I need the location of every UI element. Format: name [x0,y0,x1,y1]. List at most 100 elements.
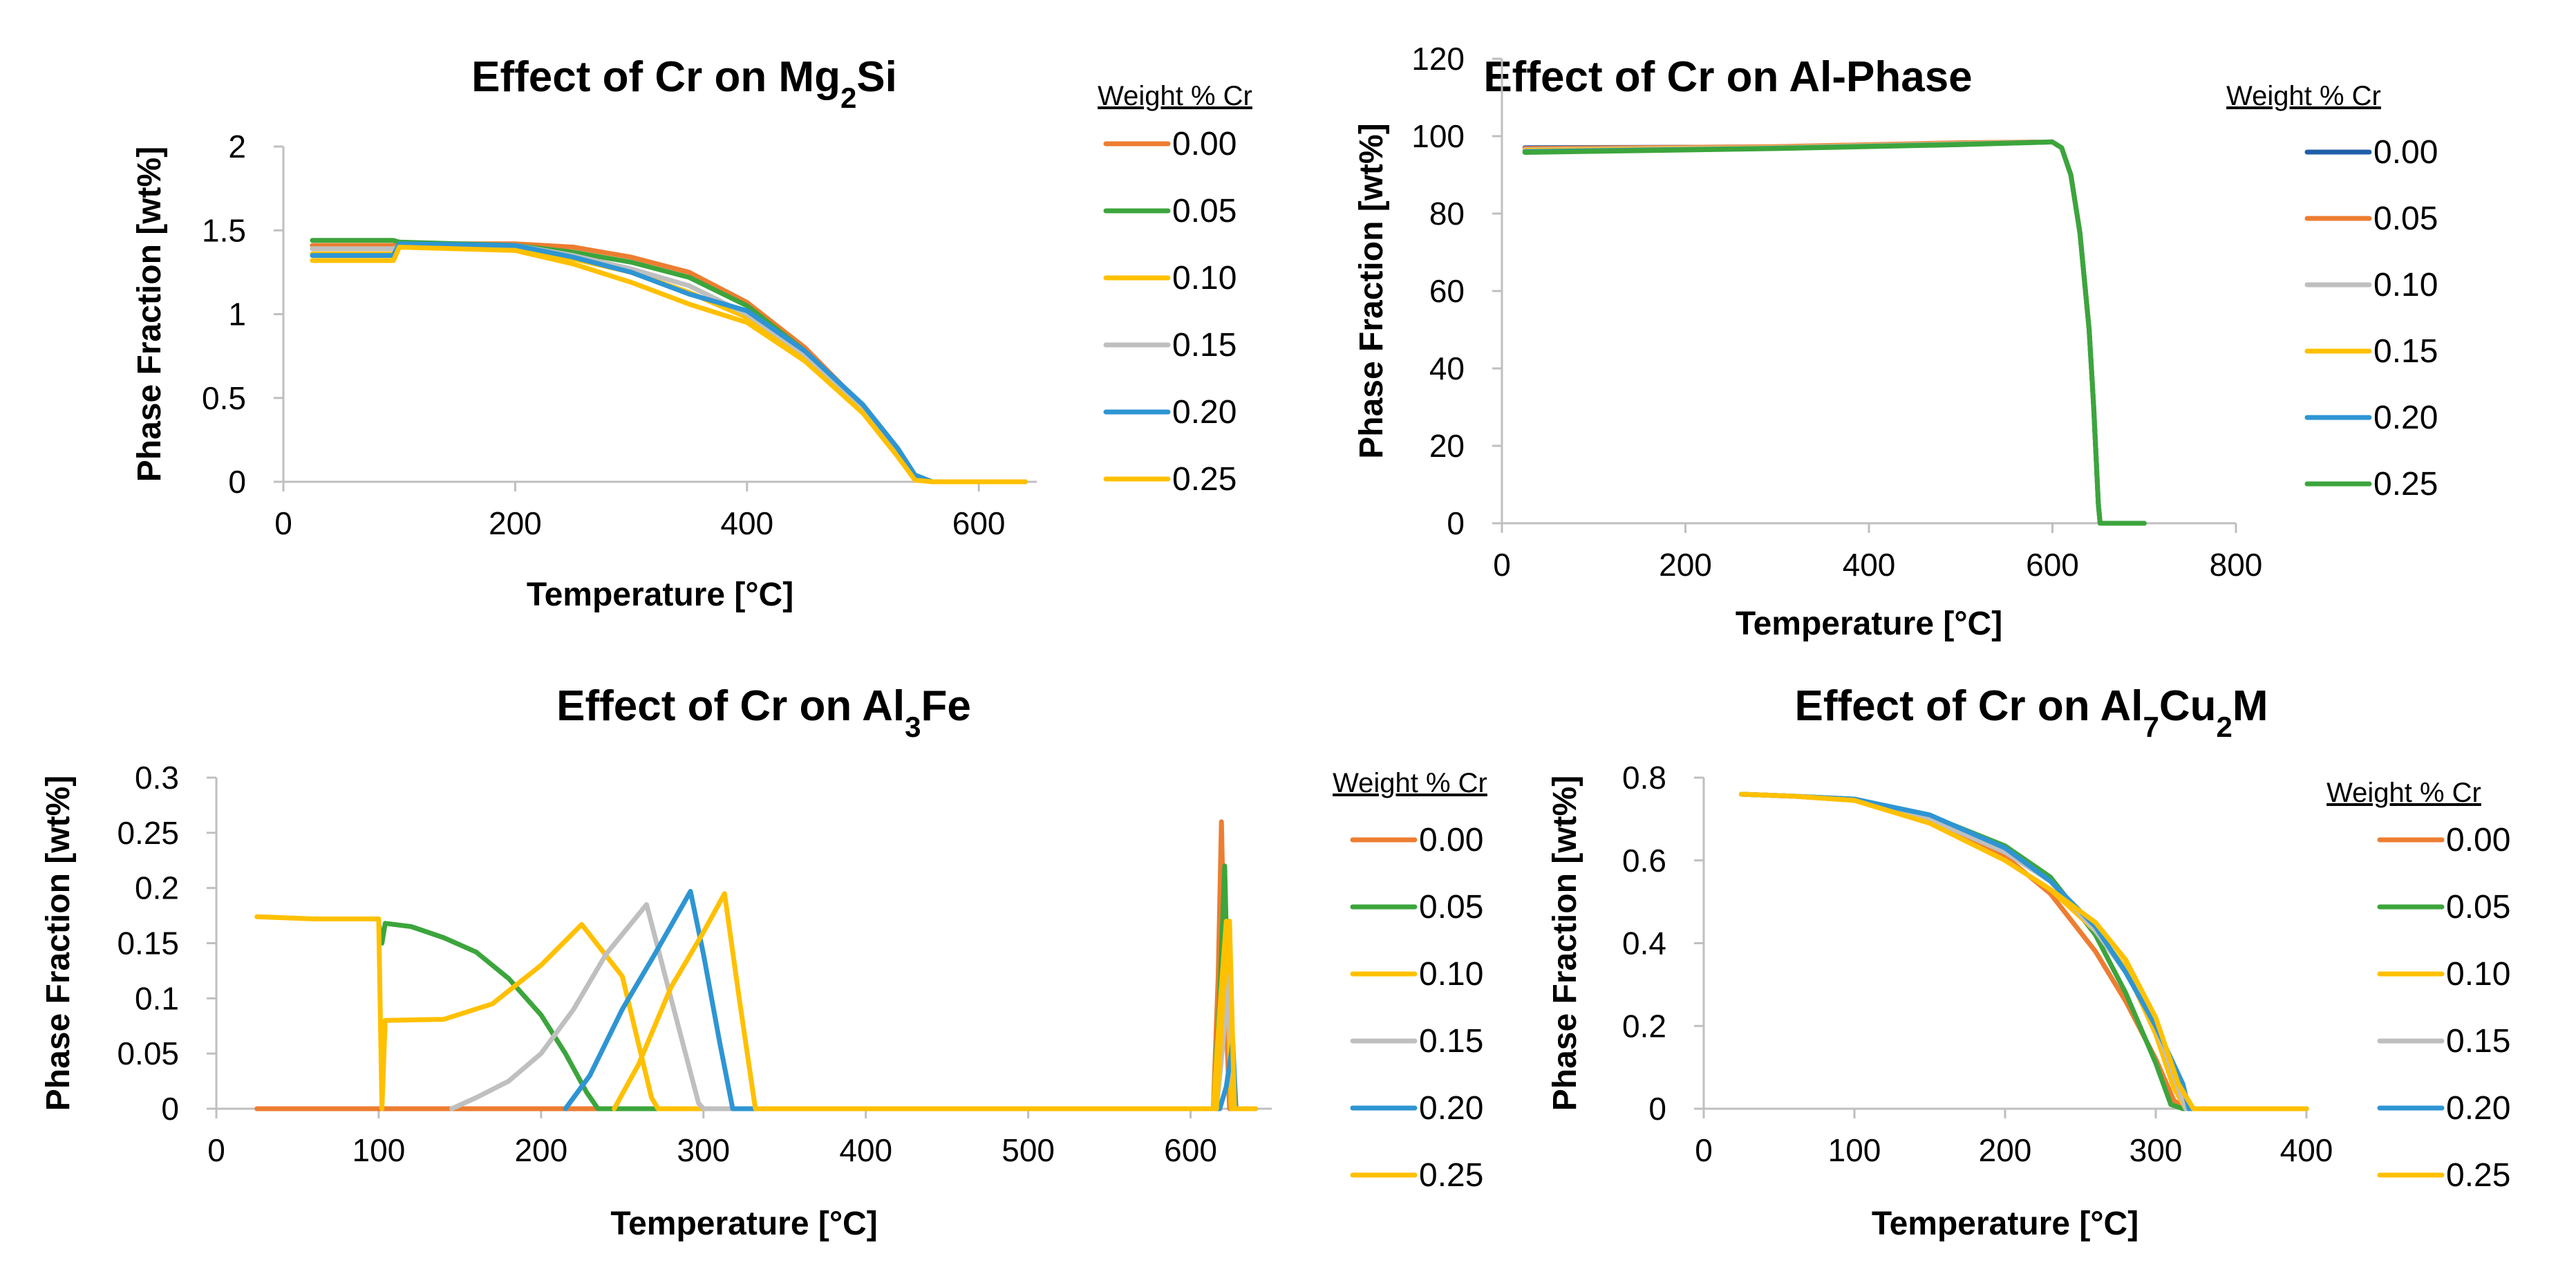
chart-4: Effect of Cr on Al7Cu2M 0 100 200 300 400 0 0.2… [1547,682,2510,1242]
legend-label: 0.05 [1419,889,1483,926]
y-tick-label: 20 [1429,428,1465,464]
y-tick-label: 80 [1429,196,1465,232]
legend-label: 0.25 [2446,1157,2510,1194]
y-tick-label: 0.1 [135,980,179,1016]
x-tick-label: 200 [1659,547,1712,583]
legend-label: 0.15 [2446,1023,2510,1060]
chart-2: Effect of Cr on Al-Phase 0 200 400 600 800 0 20… [1353,41,2438,642]
legend-label: 0.15 [1419,1023,1483,1060]
chart-title-subscript: 3 [905,711,921,743]
chart-title-part: M [2232,682,2268,730]
x-tick-label: 600 [1164,1132,1217,1168]
legend-label: 0.05 [2373,200,2438,237]
legend-title: Weight % Cr [1333,768,1487,798]
x-tick-label: 0 [274,505,292,541]
legend-label: 0.00 [1172,126,1237,162]
y-tick-label: 2 [228,129,246,165]
y-tick-label: 0.15 [117,926,179,961]
y-tick-label: 0.3 [135,760,179,796]
legend-label: 0.20 [1419,1090,1483,1127]
chart-title: Effect of Cr on Al3Fe [556,682,971,743]
series-line-0.00 [1522,139,2147,526]
legend-label: 0.00 [2373,134,2438,171]
y-tick-label: 0.6 [1622,843,1666,879]
x-tick-label: 400 [839,1132,892,1168]
y-tick-label: 0.2 [1622,1008,1666,1044]
legend-label: 0.05 [1172,193,1237,229]
legend-label: 0.25 [1172,461,1237,498]
x-axis-title: Temperature [°C] [610,1205,877,1242]
legend-label: 0.15 [1172,327,1237,364]
series-line-0.25 [612,891,1258,1111]
chart-title-part: Effect of Cr on Al-Phase [1483,53,1972,101]
chart-title-part: Effect of Cr on Al [556,682,905,730]
series-line-0.15 [1739,791,2309,1111]
x-tick-label: 400 [2280,1132,2333,1168]
legend-label: 0.25 [2373,466,2438,503]
y-tick-label: 0.2 [135,870,179,906]
series-line-0.05 [376,863,1258,1111]
x-tick-label: 500 [1002,1132,1055,1168]
y-tick-label: 0 [228,464,246,500]
series-line-0.15 [449,902,1258,1111]
y-axis-title: Phase Fraction [wt%] [1353,123,1390,458]
legend-label: 0.00 [1419,822,1483,859]
chart-title: Effect of Cr on Al-Phase [1483,53,1972,101]
series-line-0.20 [1522,139,2147,526]
series-line-0.20 [1739,791,2309,1111]
y-tick-label: 0 [161,1091,179,1127]
legend-label: 0.20 [2446,1090,2510,1127]
legend-label: 0.00 [2446,822,2510,859]
y-tick-label: 120 [1411,41,1465,77]
legend-label: 0.05 [2446,889,2510,926]
series-line-0.20 [310,241,1028,485]
series-line-0.25 [1522,139,2147,526]
legend-label: 0.10 [1419,956,1483,993]
y-tick-label: 0.05 [117,1035,179,1071]
legend-label: 0.10 [1172,260,1237,297]
x-tick-label: 800 [2210,547,2263,583]
chart-title-subscript: 7 [2143,711,2159,743]
x-axis-title: Temperature [°C] [527,576,793,613]
legend-label: 0.20 [2373,400,2438,436]
x-tick-label: 0 [1493,547,1511,583]
y-axis-title: Phase Fraction [wt%] [40,776,77,1111]
legend-label: 0.10 [2446,956,2510,993]
series-line-0.10 [254,914,1258,1111]
series-line-0.15 [310,243,1028,485]
chart-3: Effect of Cr on Al3Fe 0 100 200 300 400 500 600… [40,682,1487,1242]
y-tick-label: 0.25 [117,815,179,851]
x-tick-label: 200 [514,1132,567,1168]
y-tick-label: 1 [228,297,246,332]
y-tick-label: 0 [1447,505,1465,541]
series-line-0.00 [254,819,1258,1111]
y-axis-title: Phase Fraction [wt%] [131,147,168,482]
x-tick-label: 0 [1695,1132,1713,1168]
y-tick-label: 40 [1429,350,1465,386]
y-tick-label: 0.8 [1622,760,1666,796]
x-tick-label: 200 [489,505,542,541]
legend-label: 0.25 [1419,1157,1483,1194]
legend-title: Weight % Cr [1098,81,1252,111]
y-tick-label: 60 [1429,273,1465,309]
chart-title-part: Fe [921,682,971,730]
x-tick-label: 100 [352,1132,406,1168]
series-line-0.15 [1522,139,2147,526]
series-line-0.05 [310,238,1028,485]
chart-title: Effect of Cr on Mg2Si [471,53,897,114]
series-line-0.10 [1522,139,2147,526]
chart-title-part: Si [856,53,897,101]
series-line-0.05 [1739,791,2309,1111]
x-tick-label: 200 [1979,1132,2032,1168]
x-tick-label: 0 [207,1132,225,1168]
series-line-0.05 [1522,139,2147,526]
x-tick-label: 400 [720,505,773,541]
legend-title: Weight % Cr [2226,81,2381,111]
series-line-0.00 [1739,791,2309,1111]
y-tick-label: 100 [1411,118,1465,154]
x-tick-label: 400 [1843,547,1896,583]
legend-title: Weight % Cr [2326,778,2481,808]
chart-title-part: Effect of Cr on Al [1794,682,2143,730]
